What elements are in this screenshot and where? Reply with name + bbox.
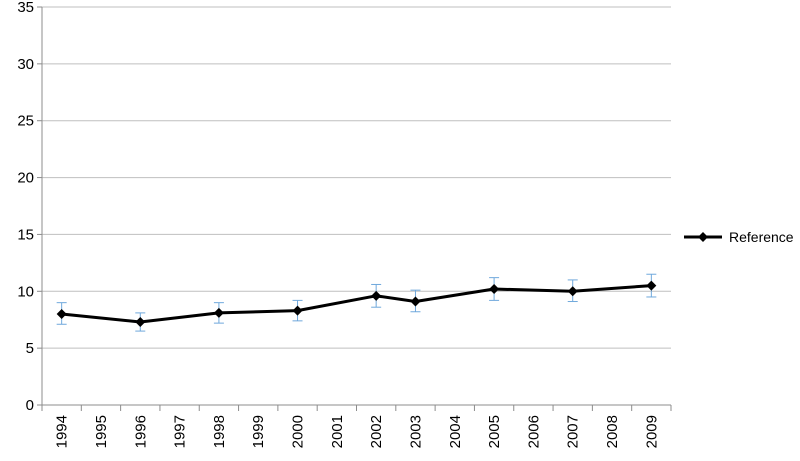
data-point-2002 [371, 290, 382, 301]
y-tick-label-10: 10 [17, 283, 34, 300]
legend-label-0: Reference [729, 229, 794, 245]
y-tick-label-25: 25 [17, 113, 34, 130]
y-tick-label-20: 20 [17, 170, 34, 187]
x-tick-label-2000: 2000 [290, 415, 307, 448]
gridlines [42, 6, 671, 349]
data-point-2009 [646, 280, 657, 291]
x-tick-label-2009: 2009 [643, 415, 660, 448]
x-tick-label-1994: 1994 [54, 415, 71, 448]
legend: Reference [684, 229, 794, 245]
y-tick-label-35: 35 [17, 0, 34, 16]
data-point-2007 [567, 286, 578, 297]
data-point-2000 [292, 305, 303, 316]
y-tick-label-5: 5 [26, 340, 34, 357]
x-tick-label-1999: 1999 [250, 415, 267, 448]
x-tick-label-2007: 2007 [565, 415, 582, 448]
data-point-1998 [213, 307, 224, 318]
x-tick-label-1995: 1995 [93, 415, 110, 448]
y-axis-tick-labels: 0 5 10 15 20 25 30 35 [17, 0, 34, 414]
x-tick-label-2001: 2001 [329, 415, 346, 448]
data-point-2003 [410, 296, 421, 307]
data-point-1994 [56, 309, 67, 320]
x-tick-label-2005: 2005 [486, 415, 503, 448]
data-point-1996 [135, 316, 146, 327]
x-tick-label-2003: 2003 [407, 415, 424, 448]
legend-marker-0 [698, 232, 708, 242]
x-axis-tick-labels: 1994 1995 1996 1997 1998 1999 2000 2001 2002 2003… [54, 415, 661, 448]
x-tick-label-1996: 1996 [132, 415, 149, 448]
series-markers [56, 280, 657, 327]
x-tick-label-1997: 1997 [172, 415, 189, 448]
y-tick-label-0: 0 [26, 397, 34, 414]
x-tick-label-2008: 2008 [604, 415, 621, 448]
x-tick-label-2002: 2002 [368, 415, 385, 448]
x-tick-label-2004: 2004 [447, 415, 464, 448]
y-tick-label-15: 15 [17, 226, 34, 243]
x-tick-label-1998: 1998 [211, 415, 228, 448]
y-tick-label-30: 30 [17, 56, 34, 73]
axes [37, 6, 672, 411]
data-point-2005 [489, 284, 500, 295]
x-tick-label-2006: 2006 [525, 415, 542, 448]
